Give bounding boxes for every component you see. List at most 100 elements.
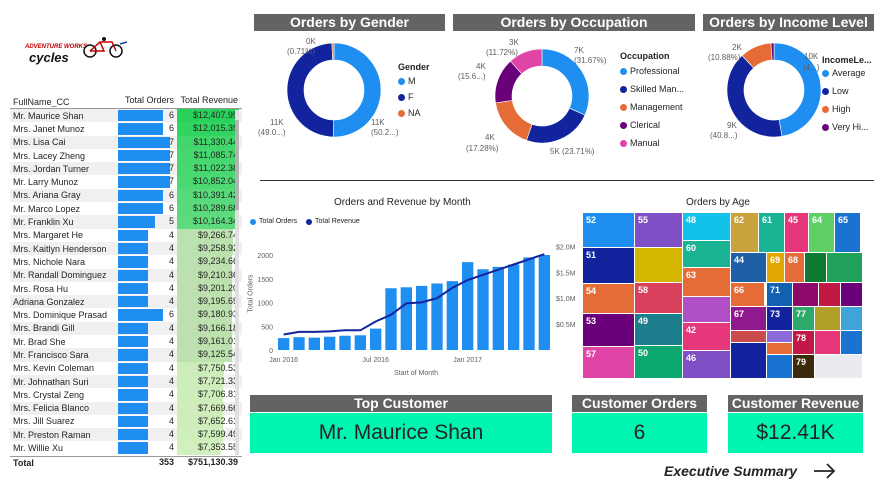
age-treemap-cell[interactable]: 42 [683, 323, 730, 350]
table-row[interactable]: Mrs. Nichole Nara 4 $9,234.66 [10, 255, 242, 269]
orders-bar[interactable] [523, 257, 535, 350]
table-row[interactable]: Mrs. Lisa Cai 7 $11,330.44 [10, 135, 242, 149]
table-row[interactable]: Mrs. Lacey Zheng 7 $11,085.74 [10, 148, 242, 163]
income-legend-item[interactable]: Low [822, 86, 849, 96]
age-treemap-cell[interactable]: 53 [583, 314, 634, 346]
table-row[interactable]: Mrs. Felicia Blanco 4 $7,669.66 [10, 401, 242, 415]
table-row[interactable]: Mrs. Rosa Hu 4 $9,201.20 [10, 281, 242, 296]
column-header-orders[interactable]: Total Orders [124, 95, 174, 105]
age-treemap-cell[interactable] [827, 253, 862, 282]
age-treemap-cell[interactable] [635, 248, 682, 282]
orders-bar[interactable] [324, 336, 336, 350]
orders-bar[interactable] [308, 337, 320, 350]
orders-bar[interactable] [446, 281, 458, 350]
age-treemap-cell[interactable]: 58 [635, 283, 682, 313]
age-treemap-cell[interactable] [815, 331, 840, 354]
age-treemap-cell[interactable]: 54 [583, 284, 634, 313]
age-treemap-cell[interactable]: 78 [793, 331, 814, 354]
occupation-legend-item[interactable]: Skilled Man... [620, 84, 684, 94]
revenue-line[interactable] [283, 253, 545, 336]
orders-bar[interactable] [293, 337, 305, 350]
age-treemap-cell[interactable] [815, 307, 840, 330]
gender-donut-chart[interactable] [284, 40, 384, 140]
orders-bar[interactable] [431, 283, 443, 351]
orders-bar[interactable] [339, 335, 351, 350]
table-row[interactable]: Mr. Johnathan Suri 4 $7,721.33 [10, 374, 242, 389]
age-treemap-cell[interactable]: 65 [835, 213, 860, 252]
age-treemap-cell[interactable] [841, 283, 862, 306]
table-scrollbar-thumb[interactable] [235, 120, 239, 210]
income-legend-item[interactable]: High [822, 104, 851, 114]
donut-slice-very-high[interactable] [770, 42, 775, 61]
donut-slice-management[interactable] [495, 100, 533, 141]
age-treemap-cell[interactable]: 44 [731, 253, 766, 282]
age-treemap-cell[interactable]: 49 [635, 314, 682, 345]
orders-bar[interactable] [477, 269, 489, 350]
column-header-revenue[interactable]: Total Revenue [180, 95, 238, 105]
age-treemap-cell[interactable]: 60 [683, 241, 730, 267]
orders-bar[interactable] [385, 288, 397, 350]
occupation-legend-item[interactable]: Professional [620, 66, 680, 76]
occupation-legend-item[interactable]: Manual [620, 138, 660, 148]
age-treemap-cell[interactable] [819, 283, 840, 306]
table-row[interactable]: Mr. Larry Munoz 7 $10,852.04 [10, 175, 242, 189]
orders-bar[interactable] [492, 266, 504, 350]
donut-slice-low[interactable] [726, 55, 783, 138]
age-treemap-cell[interactable]: 62 [731, 213, 758, 252]
age-treemap-cell[interactable] [805, 253, 826, 282]
orders-bar[interactable] [278, 338, 290, 350]
table-row[interactable]: Mrs. Jordan Turner 7 $11,022.38 [10, 162, 242, 176]
orders-bar[interactable] [462, 262, 474, 350]
table-row[interactable]: Mr. Maurice Shan 6 $12,407.95 [10, 109, 242, 123]
age-treemap-cell[interactable]: 77 [793, 307, 814, 330]
table-row[interactable]: Mrs. Crystal Zeng 4 $7,706.81 [10, 388, 242, 402]
gender-legend-item[interactable]: M [398, 76, 416, 86]
age-treemap-cell[interactable]: 51 [583, 248, 634, 283]
table-row[interactable]: Mr. Willie Xu 4 $7,353.55 [10, 441, 242, 455]
table-row[interactable]: Mr. Marco Lopez 6 $10,289.68 [10, 202, 242, 216]
table-row[interactable]: Adriana Gonzalez 4 $9,195.69 [10, 295, 242, 309]
table-row[interactable]: Mr. Francisco Sara 4 $9,125.54 [10, 348, 242, 362]
donut-slice-m[interactable] [333, 42, 382, 138]
gender-legend-item[interactable]: NA [398, 108, 421, 118]
age-treemap-cell[interactable] [767, 343, 792, 354]
orders-bar[interactable] [400, 287, 412, 350]
orders-bar[interactable] [538, 255, 550, 350]
orders-bar[interactable] [370, 328, 382, 350]
table-row[interactable]: Mrs. Kevin Coleman 4 $7,750.53 [10, 361, 242, 375]
orders-bar[interactable] [508, 264, 520, 351]
income-donut-chart[interactable] [724, 40, 824, 140]
age-treemap-cell[interactable]: 67 [731, 307, 766, 330]
donut-slice-na[interactable] [331, 42, 335, 61]
age-treemap-cell[interactable]: 79 [793, 355, 814, 378]
age-treemap-cell[interactable]: 69 [767, 253, 784, 282]
table-row[interactable]: Mr. Brad She 4 $9,161.01 [10, 335, 242, 349]
age-treemap-cell[interactable] [767, 331, 792, 342]
table-row[interactable]: Mrs. Ariana Gray 6 $10,391.42 [10, 188, 242, 203]
income-legend-item[interactable]: Very Hi... [822, 122, 869, 132]
table-row[interactable]: Mr. Franklin Xu 5 $10,164.34 [10, 215, 242, 229]
table-row[interactable]: Mrs. Margaret He 4 $9,266.74 [10, 228, 242, 242]
table-row[interactable]: Mrs. Dominique Prasad 6 $9,180.93 [10, 308, 242, 322]
table-row[interactable]: Mrs. Jill Suarez 4 $7,652.61 [10, 414, 242, 429]
age-treemap[interactable]: 52 55 48 62 61 45 64 65 51 60 44 69 68 54 58 63 66 71 53 49… [583, 213, 863, 379]
age-treemap-cell[interactable] [841, 307, 862, 330]
age-treemap-cell[interactable]: 61 [759, 213, 784, 252]
age-treemap-cell[interactable] [731, 343, 766, 378]
column-header-name[interactable]: FullName_CC [13, 96, 70, 107]
table-row[interactable]: Mr. Preston Raman 4 $7,599.49 [10, 428, 242, 442]
age-treemap-cell[interactable]: 73 [767, 307, 792, 330]
donut-slice-f[interactable] [286, 42, 334, 138]
occupation-donut-chart[interactable] [492, 46, 592, 146]
executive-summary-link[interactable]: Executive Summary [664, 463, 837, 479]
table-row[interactable]: Mrs. Brandi Gill 4 $9,166.18 [10, 321, 242, 336]
donut-slice-manual[interactable] [510, 48, 543, 75]
orders-revenue-combo-chart[interactable]: 0 500 1000 1500 2000 $0.5M $1.0M $1.5M $2.0M Jan … [246, 228, 582, 383]
table-row[interactable]: Mr. Randall Dominguez 4 $9,210.36 [10, 268, 242, 282]
age-treemap-cell[interactable] [793, 283, 818, 306]
table-scrollbar[interactable] [235, 110, 239, 455]
age-treemap-cell[interactable]: 71 [767, 283, 792, 306]
age-treemap-cell[interactable] [683, 297, 730, 322]
age-treemap-cell[interactable]: 57 [583, 347, 634, 378]
orders-bar[interactable] [416, 285, 428, 350]
